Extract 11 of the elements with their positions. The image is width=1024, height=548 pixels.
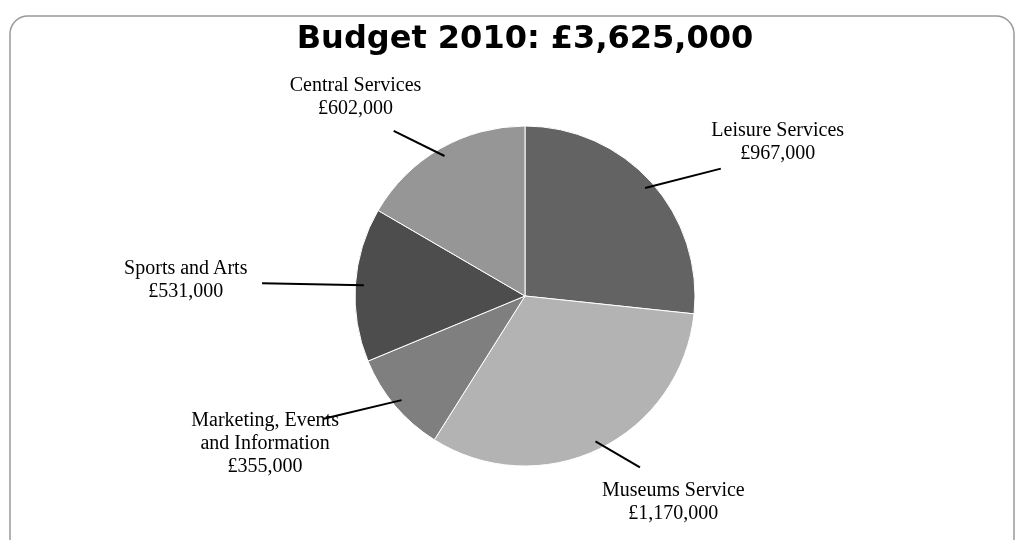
- data-label: £355,000: [227, 453, 303, 476]
- slice-label: Central Services: [289, 72, 422, 95]
- slice-label: Leisure Services: [711, 117, 845, 140]
- slice-label: Museums Service: [601, 477, 745, 500]
- slice-label: Marketing, Events and Information: [191, 407, 340, 453]
- data-label: £1,170,000: [628, 500, 719, 523]
- data-label: £602,000: [318, 95, 394, 118]
- data-label: £531,000: [148, 278, 224, 301]
- slice-label: Sports and Arts: [124, 255, 248, 279]
- chart-title: Budget 2010: £3,625,000: [296, 18, 754, 56]
- data-label: £967,000: [740, 140, 816, 163]
